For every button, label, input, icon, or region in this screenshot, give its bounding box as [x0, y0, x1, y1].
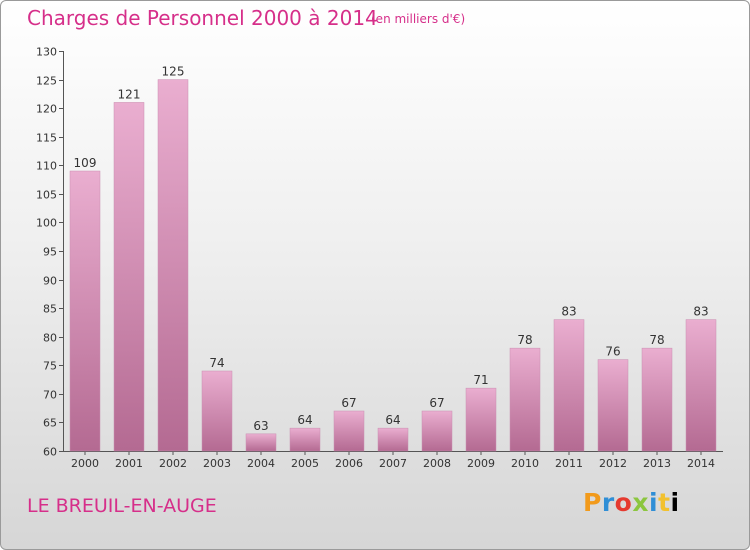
value-label: 67 — [429, 396, 444, 410]
y-tick-label: 130 — [36, 46, 57, 59]
bar-2007 — [377, 427, 409, 452]
x-tick-label: 2014 — [687, 457, 715, 470]
bar-2010 — [509, 347, 541, 452]
y-tick-label: 70 — [43, 389, 57, 402]
bar-2000 — [69, 170, 101, 452]
y-tick-label: 85 — [43, 303, 57, 316]
bar-2012 — [597, 359, 629, 452]
bar-2005 — [289, 427, 321, 452]
bar-2001 — [113, 102, 145, 452]
axes: 60 65 70 75 80 85 90 95 100 105 110 115 120 125 130 — [36, 46, 723, 459]
value-label: 74 — [209, 356, 224, 370]
bar-2003 — [201, 370, 233, 452]
x-tick-label: 2005 — [291, 457, 319, 470]
bar-2014 — [685, 319, 717, 452]
x-tick-label: 2007 — [379, 457, 407, 470]
y-tick-label: 100 — [36, 217, 57, 230]
y-tick-label: 110 — [36, 160, 57, 173]
x-tick-label: 2002 — [159, 457, 187, 470]
value-label: 63 — [253, 419, 268, 433]
bar-2002 — [157, 79, 189, 452]
x-tick-label: 2003 — [203, 457, 231, 470]
value-label: 121 — [118, 87, 141, 101]
x-tick-label: 2001 — [115, 457, 143, 470]
y-tick-label: 60 — [43, 446, 57, 459]
bars — [69, 79, 717, 452]
bar-2013 — [641, 347, 673, 452]
y-tick-label: 125 — [36, 75, 57, 88]
value-label: 83 — [561, 305, 576, 319]
bar-2009 — [465, 387, 497, 452]
x-tick-label: 2004 — [247, 457, 275, 470]
value-label: 83 — [693, 305, 708, 319]
chart-unit: (en milliers d'€) — [371, 12, 466, 26]
bar-2008 — [421, 410, 453, 452]
x-tick-label: 2009 — [467, 457, 495, 470]
value-label: 78 — [649, 333, 664, 347]
bar-2004 — [245, 433, 277, 452]
x-tick-label: 2011 — [555, 457, 583, 470]
value-label: 76 — [605, 345, 620, 359]
value-label: 78 — [517, 333, 532, 347]
y-tick-label: 95 — [43, 246, 57, 259]
x-tick-label: 2013 — [643, 457, 671, 470]
y-tick-label: 120 — [36, 103, 57, 116]
proxiti-logo: Proxiti — [583, 488, 680, 517]
value-label: 109 — [74, 156, 97, 170]
chart-title: Charges de Personnel 2000 à 2014 — [27, 6, 378, 30]
bar-2006 — [333, 410, 365, 452]
x-tick-label: 2010 — [511, 457, 539, 470]
y-tick-label: 65 — [43, 417, 57, 430]
value-label: 67 — [341, 396, 356, 410]
y-tick-label: 75 — [43, 360, 57, 373]
y-tick-label: 80 — [43, 332, 57, 345]
x-tick-label: 2012 — [599, 457, 627, 470]
value-label: 64 — [297, 413, 312, 427]
y-tick-label: 90 — [43, 275, 57, 288]
x-tick-label: 2008 — [423, 457, 451, 470]
commune-name: LE BREUIL-EN-AUGE — [27, 495, 217, 517]
bar-2011 — [553, 319, 585, 452]
x-tick-label: 2006 — [335, 457, 363, 470]
value-label: 125 — [162, 65, 185, 79]
labels: 109 2000 121 2001 125 2002 74 2003 63 2004 64 2005 6… — [71, 65, 715, 470]
y-tick-label: 115 — [36, 132, 57, 145]
value-label: 64 — [385, 413, 400, 427]
y-tick-label: 105 — [36, 189, 57, 202]
value-label: 71 — [473, 373, 488, 387]
x-tick-label: 2000 — [71, 457, 99, 470]
